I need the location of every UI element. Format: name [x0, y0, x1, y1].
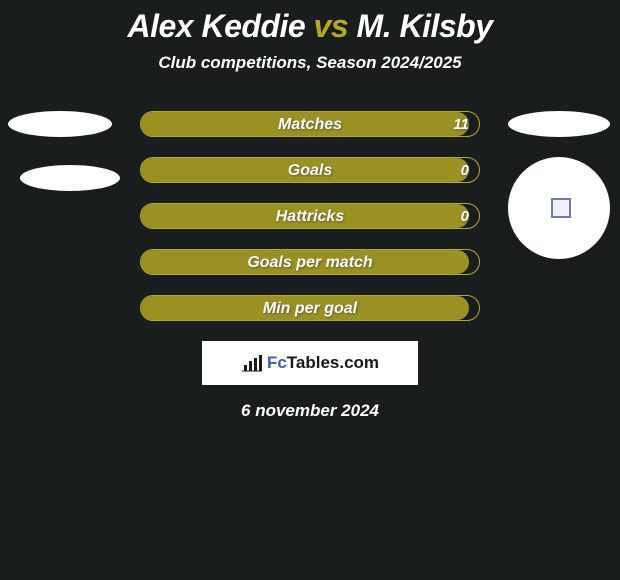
stat-bar-matches: Matches 11 [140, 111, 480, 137]
vs-text: vs [314, 8, 349, 44]
stat-bar-goals-per-match: Goals per match [140, 249, 480, 275]
right-decor-circle [508, 157, 610, 259]
bar-value: 11 [453, 112, 469, 137]
bar-value: 0 [461, 158, 469, 183]
bar-label: Goals per match [141, 250, 479, 275]
fctables-logo: FcTables.com [202, 341, 418, 385]
logo-text: FcTables.com [267, 353, 379, 373]
page-title: Alex Keddie vs M. Kilsby [0, 0, 620, 45]
player1-name: Alex Keddie [127, 8, 305, 44]
logo-suffix: Tables.com [287, 353, 379, 372]
stat-bar-min-per-goal: Min per goal [140, 295, 480, 321]
bar-label: Min per goal [141, 296, 479, 321]
left-decor-ellipse-1 [8, 111, 112, 137]
logo-prefix: Fc [267, 353, 287, 372]
right-decor-ellipse [508, 111, 610, 137]
player2-name: M. Kilsby [357, 8, 493, 44]
bar-chart-icon [241, 354, 263, 372]
stat-bar-hattricks: Hattricks 0 [140, 203, 480, 229]
bar-value: 0 [461, 204, 469, 229]
bar-label: Matches [141, 112, 479, 137]
bar-label: Hattricks [141, 204, 479, 229]
stat-bar-goals: Goals 0 [140, 157, 480, 183]
left-decor-ellipse-2 [20, 165, 120, 191]
bar-label: Goals [141, 158, 479, 183]
stat-bars: Matches 11 Goals 0 Hattricks 0 Goals per… [140, 111, 480, 321]
snapshot-date: 6 november 2024 [0, 401, 620, 421]
comparison-panel: Matches 11 Goals 0 Hattricks 0 Goals per… [0, 111, 620, 421]
subtitle: Club competitions, Season 2024/2025 [0, 53, 620, 73]
